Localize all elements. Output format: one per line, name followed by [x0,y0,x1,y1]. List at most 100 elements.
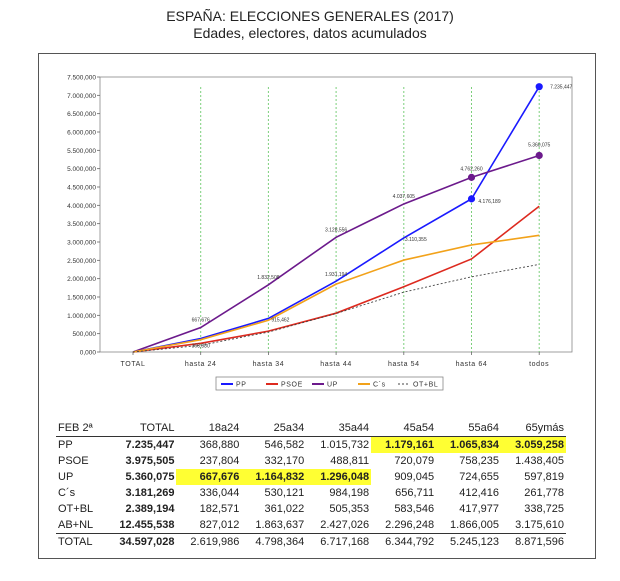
table-cell: PP [58,439,73,451]
y-tick-label: 6.000,000 [67,130,96,137]
y-tick-label: 5.500,000 [67,148,96,155]
table-cell: 1.179,161 [371,436,437,453]
table-cell: 5.360,075 [125,471,175,483]
table-header-cell: 18a24 [176,420,242,437]
data-point-up [467,173,476,181]
legend-label: OT+BL [413,382,438,389]
legend-label: PP [236,382,247,389]
y-tick-label: 7.500,000 [67,75,96,82]
data-label-up: 667,676 [192,318,210,324]
x-tick-label: hasta 64 [456,361,488,368]
table-cell: 583,546 [394,503,435,515]
table-cell: 505,353 [329,503,370,515]
table-cell: 1.863,637 [255,519,305,531]
table-cell: TOTAL [56,533,105,550]
table-cell: 336,044 [199,487,240,499]
x-tick-label: hasta 24 [185,361,217,368]
legend-label: C´s [373,382,386,389]
x-tick-label: TOTAL [121,361,146,368]
table-cell: 12.455,538 [119,519,175,531]
plot-area [99,76,573,353]
table-cell: 827,012 [199,519,240,531]
x-tick-label: hasta 34 [253,361,285,368]
table-cell: 182,571 [199,503,240,515]
y-tick-label: 1.000,000 [67,313,96,320]
table-row: UP 5.360,075 667,676 1.164,832 1.296,048 909,… [56,469,566,485]
table-cell: 1.065,834 [436,436,501,453]
table-row: PSOE 3.975,505 237,804 332,170 488,811 720,07… [56,453,566,469]
table-cell: 237,804 [199,455,240,467]
table-cell: 1.438,405 [515,455,564,467]
data-label-pp: 7.235,447 [550,85,572,91]
table-header-cell: 55a64 [436,420,501,437]
table-cell: 3.175,610 [515,519,564,531]
table-cell: 6.717,168 [306,533,372,550]
table-cell: PSOE [58,455,89,467]
data-label-up: 4.037,605 [393,194,415,200]
table-cell: 2.389,194 [125,503,175,515]
table-cell: 2.619,986 [176,533,242,550]
table-header-cell: FEB 2ª [56,420,105,437]
series-line-cs [132,234,540,353]
y-tick-label: 2.000,000 [67,276,96,283]
table-cell: UP [58,471,74,483]
chart-title: ESPAÑA: ELECCIONES GENERALES (2017) Edad… [0,8,620,42]
line-chart: 7.500,000 7.000,000 6.500,000 6.000,000 5.50… [67,75,573,391]
table-cell: 4.798,364 [241,533,307,550]
data-point-up [535,151,543,160]
table-header-row: FEB 2ª TOTAL 18a24 25a34 35a44 45a54 55a64 65ym… [56,420,566,437]
table-row: C´s 3.181,269 336,044 530,121 984,198 656,711… [56,485,566,501]
table-cell: 34.597,028 [104,533,177,550]
table-body: PP 7.235,447 368,880 546,582 1.015,732 1.179,… [56,436,566,550]
table-cell: 1.296,048 [306,469,372,485]
data-label-up: 3.128,556 [325,227,347,233]
data-point-pp [467,195,476,203]
table-cell: 338,725 [524,503,564,515]
table-cell: 8.871,596 [500,533,566,550]
legend-label: PSOE [281,382,303,389]
table-cell: 1.164,832 [241,469,307,485]
table-cell: 667,676 [176,469,242,485]
y-tick-label: 0,000 [80,350,97,357]
table-cell: C´s [58,487,76,499]
title-line-1: ESPAÑA: ELECCIONES GENERALES (2017) [166,8,454,24]
table-cell: 3.059,258 [500,436,566,453]
data-label-up: 1.832,508 [257,275,279,281]
table-cell: 724,655 [459,471,499,483]
x-tick-label: hasta 54 [388,361,420,368]
table-cell: 758,235 [459,455,499,467]
table-header-cell: 45a54 [371,420,437,437]
y-tick-label: 6.500,000 [67,111,96,118]
table-cell: 720,079 [394,455,435,467]
table-cell: 597,819 [524,471,564,483]
table-cell: 2.427,026 [320,519,370,531]
table-cell: 2.296,248 [385,519,435,531]
y-tick-label: 4.500,000 [67,185,96,192]
y-tick-label: 2.500,000 [67,258,96,265]
table-cell: 984,198 [329,487,370,499]
table-cell: 5.245,123 [436,533,501,550]
data-label-up: 5.360,075 [528,142,550,148]
data-point-pp [535,83,543,91]
table-cell: 6.344,792 [371,533,437,550]
table-cell: 1.015,732 [320,439,370,451]
legend-label: UP [327,382,338,389]
legend-box [215,376,444,391]
y-tick-label: 1.500,000 [67,295,96,302]
title-line-2: Edades, electores, datos acumulados [193,25,427,41]
table-row: TOTAL 34.597,028 2.619,986 4.798,364 6.717,1… [56,533,566,550]
series-line-ot+bl [132,263,540,353]
table-cell: 332,170 [264,455,305,467]
y-tick-label: 500,000 [73,331,97,338]
data-label-pp: 368,880 [192,343,210,349]
table-cell: 361,022 [264,503,305,515]
table-cell: 3.181,269 [125,487,175,499]
y-tick-label: 4.000,000 [67,203,96,210]
y-tick-label: 7.000,000 [67,93,96,100]
table-header-cell: 25a34 [241,420,307,437]
y-tick-label: 5.000,000 [67,166,96,173]
data-label-up: 4.762,260 [460,166,482,172]
table-header-cell: 35a44 [306,420,372,437]
table-cell: 656,711 [395,487,435,499]
table-cell: OT+BL [58,503,94,515]
